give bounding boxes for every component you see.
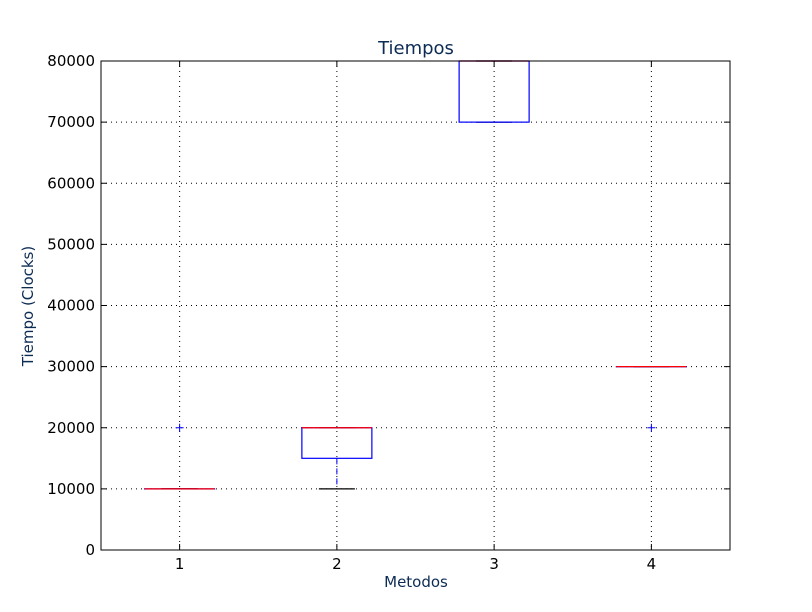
box-series xyxy=(144,60,687,490)
y-tick-label: 0 xyxy=(85,541,95,559)
y-tick-label: 80000 xyxy=(47,52,95,70)
y-axis: 0 10000 20000 30000 40000 50000 60000 70000 8000… xyxy=(47,52,730,559)
box xyxy=(301,427,373,459)
x-tick-label: 1 xyxy=(175,555,185,573)
y-tick-label: 30000 xyxy=(47,358,95,376)
y-tick-label: 40000 xyxy=(47,297,95,315)
y-axis-label: Tiempo (Clocks) xyxy=(19,246,37,367)
x-tick-label: 2 xyxy=(332,555,342,573)
outlier-marker xyxy=(175,423,184,432)
x-tick-label: 3 xyxy=(489,555,499,573)
y-tick-label: 60000 xyxy=(47,174,95,192)
x-tick-label: 4 xyxy=(647,555,657,573)
plot-frame xyxy=(100,60,731,551)
box-group-2 xyxy=(301,427,373,490)
y-tick-label: 70000 xyxy=(47,113,95,131)
x-axis-label: Metodos xyxy=(384,573,448,591)
box-group-1 xyxy=(144,423,216,490)
y-tick-label: 50000 xyxy=(47,235,95,253)
box-group-4 xyxy=(615,366,687,432)
chart-title: Tiempos xyxy=(377,38,454,59)
outlier-marker xyxy=(647,423,656,432)
grid-lines xyxy=(101,60,730,551)
x-axis: 1 2 3 4 xyxy=(175,61,656,573)
y-tick-label: 10000 xyxy=(47,480,95,498)
y-tick-label: 20000 xyxy=(47,419,95,437)
